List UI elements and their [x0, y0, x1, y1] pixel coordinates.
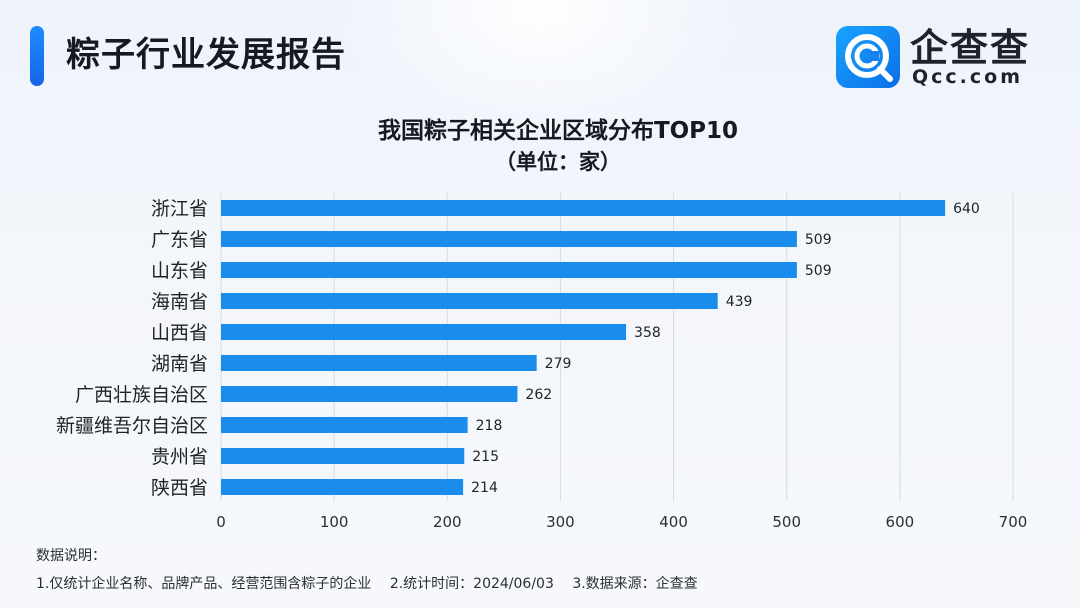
category-label: 广西壮族自治区: [75, 384, 208, 406]
chart-unit: （单位：家）: [495, 150, 621, 174]
value-label: 262: [525, 387, 552, 403]
x-tick-label: 300: [546, 513, 575, 531]
bar: [221, 417, 468, 433]
value-label: 279: [545, 356, 572, 372]
category-label: 广东省: [151, 229, 208, 251]
value-label: 509: [805, 232, 832, 248]
category-label: 贵州省: [151, 446, 208, 468]
notes-line: 1.仅统计企业名称、品牌产品、经营范围含粽子的企业 2.统计时间：2024/06…: [36, 574, 712, 594]
note-item: 2.统计时间：2024/06/03: [389, 576, 554, 592]
x-tick-label: 0: [216, 513, 226, 531]
x-tick-label: 100: [320, 513, 349, 531]
category-label: 新疆维吾尔自治区: [56, 415, 208, 437]
value-label: 358: [634, 325, 661, 341]
header-accent-bar: [30, 26, 44, 86]
bar: [221, 231, 797, 247]
value-label: 214: [471, 480, 498, 496]
logo-domain: Qcc.com: [912, 66, 1024, 88]
value-label: 509: [805, 263, 832, 279]
bar: [221, 324, 627, 340]
page-title: 粽子行业发展报告: [66, 35, 346, 75]
category-label: 山东省: [151, 260, 208, 282]
qcc-logo: 企查查 Qcc.com: [836, 26, 1046, 90]
x-tick-label: 500: [772, 513, 801, 531]
x-tick-label: 400: [659, 513, 688, 531]
bar: [221, 293, 718, 309]
category-label: 陕西省: [151, 477, 208, 499]
x-tick-label: 200: [433, 513, 462, 531]
qcc-magnifier-icon: [836, 26, 900, 88]
category-label: 湖南省: [151, 353, 208, 375]
note-item: 1.仅统计企业名称、品牌产品、经营范围含粽子的企业: [36, 576, 372, 592]
value-label: 218: [476, 418, 503, 434]
notes-heading: 数据说明：: [36, 548, 106, 564]
chart-title: 我国粽子相关企业区域分布TOP10: [377, 118, 739, 144]
category-label: 山西省: [151, 322, 208, 344]
logo-name: 企查查: [910, 26, 1031, 70]
bar: [221, 479, 464, 495]
value-label: 439: [726, 294, 753, 310]
category-label: 浙江省: [151, 198, 208, 220]
x-tick-label: 700: [999, 513, 1028, 531]
bar: [221, 355, 537, 371]
category-label: 海南省: [151, 291, 208, 313]
note-item: 3.数据来源：企查查: [572, 576, 698, 592]
bar: [221, 386, 518, 402]
value-label: 640: [953, 201, 980, 217]
bar: [221, 448, 465, 464]
bar: [221, 262, 797, 278]
x-tick-label: 600: [886, 513, 915, 531]
bar: [221, 200, 946, 216]
value-label: 215: [472, 449, 499, 465]
